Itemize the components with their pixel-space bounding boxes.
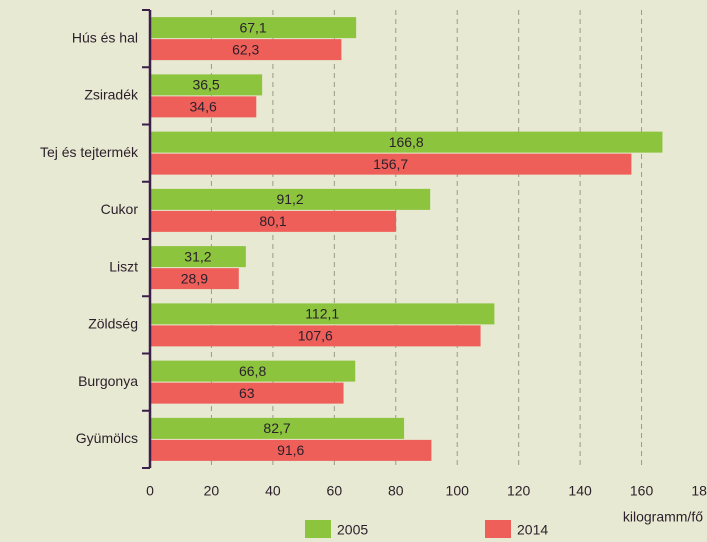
legend-swatch (305, 520, 331, 538)
value-label: 31,2 (184, 248, 211, 264)
x-axis-label: kilogramm/fő (623, 509, 703, 525)
y-tick-label: Liszt (109, 258, 138, 274)
y-tick-label: Burgonya (78, 373, 138, 389)
value-label: 82,7 (263, 420, 290, 436)
x-tick-label: 0 (146, 483, 154, 499)
value-label: 62,3 (232, 41, 259, 57)
value-label: 36,5 (192, 77, 219, 93)
value-label: 112,1 (305, 306, 339, 322)
value-label: 91,2 (276, 191, 303, 207)
value-label: 66,8 (239, 363, 266, 379)
y-tick-label: Zsiradék (84, 87, 139, 103)
legend-swatch (485, 520, 511, 538)
legend-label: 2005 (337, 522, 368, 538)
x-tick-label: 160 (630, 483, 654, 499)
value-label: 80,1 (259, 213, 286, 229)
y-tick-label: Zöldség (88, 316, 138, 332)
x-tick-label: 180 (691, 483, 707, 499)
value-label: 28,9 (181, 270, 208, 286)
value-label: 156,7 (373, 156, 408, 172)
x-tick-label: 20 (204, 483, 220, 499)
y-tick-label: Tej és tejtermék (40, 144, 139, 160)
value-label: 91,6 (277, 442, 304, 458)
legend-label: 2014 (517, 522, 548, 538)
y-tick-label: Cukor (101, 201, 139, 217)
y-tick-label: Hús és hal (72, 29, 138, 45)
x-tick-label: 120 (507, 483, 531, 499)
chart: kilogramm/fő 0 20 40 60 80 100 120 140 160 180 Hús… (0, 0, 707, 542)
x-tick-label: 40 (265, 483, 281, 499)
x-tick-label: 60 (327, 483, 343, 499)
x-tick-label: 100 (446, 483, 470, 499)
x-tick-label: 80 (388, 483, 404, 499)
value-label: 63 (239, 385, 255, 401)
y-tick-label: Gyümölcs (76, 430, 138, 446)
value-label: 34,6 (190, 99, 217, 115)
value-label: 166,8 (389, 134, 424, 150)
x-tick-label: 140 (568, 483, 592, 499)
value-label: 107,6 (298, 328, 333, 344)
value-label: 67,1 (239, 19, 266, 35)
